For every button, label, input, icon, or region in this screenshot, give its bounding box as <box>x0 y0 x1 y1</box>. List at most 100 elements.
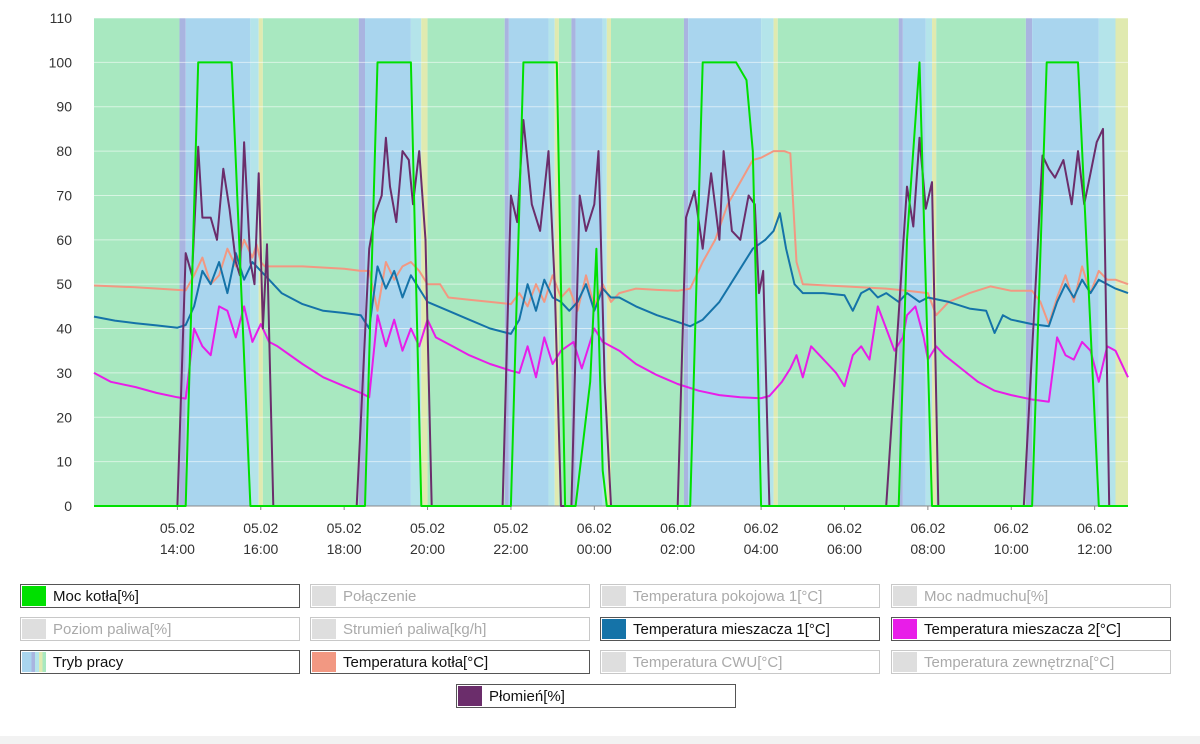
y-tick-label: 40 <box>56 321 72 337</box>
legend-label: Połączenie <box>343 588 417 605</box>
legend-swatch-icon <box>893 652 917 672</box>
legend-item[interactable]: Moc kotła[%] <box>20 584 300 608</box>
mode-band-cyan <box>761 18 774 506</box>
legend-item[interactable]: Tryb pracy <box>20 650 300 674</box>
legend-swatch-icon <box>312 619 336 639</box>
mode-band-yellow <box>554 18 559 506</box>
y-tick-label: 50 <box>56 276 72 292</box>
legend-swatch-icon <box>22 619 46 639</box>
mode-band-cyan <box>602 18 607 506</box>
legend-label: Temperatura zewnętrzna[°C] <box>924 654 1115 671</box>
x-tick-time: 02:00 <box>660 541 695 557</box>
legend-label: Temperatura kotła[°C] <box>343 654 489 671</box>
y-tick-label: 20 <box>56 409 72 425</box>
x-tick-date: 06.02 <box>577 520 612 536</box>
x-tick-time: 08:00 <box>910 541 945 557</box>
x-tick-date: 05.02 <box>160 520 195 536</box>
mode-band-green <box>262 18 359 506</box>
legend-label: Tryb pracy <box>53 654 124 671</box>
legend-swatch-icon <box>22 586 46 606</box>
x-tick-date: 05.02 <box>410 520 445 536</box>
x-tick-time: 00:00 <box>577 541 612 557</box>
legend-label: Temperatura mieszacza 2[°C] <box>924 621 1121 638</box>
x-tick-date: 06.02 <box>910 520 945 536</box>
x-tick-time: 16:00 <box>243 541 278 557</box>
mode-band-purple <box>683 18 689 506</box>
mode-band-green <box>611 18 684 506</box>
y-tick-label: 60 <box>56 232 72 248</box>
legend-swatch-icon <box>893 586 917 606</box>
mode-band-purple <box>1025 18 1033 506</box>
legend-label: Temperatura CWU[°C] <box>633 654 783 671</box>
chart-area: 0 10 20 30 40 50 60 70 80 90 100 110 05.02 14:00 05.02… <box>49 10 1129 557</box>
mode-band-blue <box>688 18 762 506</box>
mode-band-green <box>777 18 899 506</box>
legend-swatch-icon <box>602 652 626 672</box>
legend-label: Poziom paliwa[%] <box>53 621 172 638</box>
y-tick-label: 0 <box>64 498 72 514</box>
y-tick-label: 70 <box>56 187 72 203</box>
legend-label: Temperatura mieszacza 1[°C] <box>633 621 830 638</box>
legend-item[interactable]: Temperatura mieszacza 1[°C] <box>600 617 880 641</box>
legend-label: Temperatura pokojowa 1[°C] <box>633 588 823 605</box>
legend-item[interactable]: Temperatura mieszacza 2[°C] <box>891 617 1171 641</box>
legend-swatch-icon <box>22 652 46 672</box>
y-tick-label: 100 <box>49 54 73 70</box>
mode-band-purple <box>571 18 576 506</box>
mode-band-purple <box>504 18 509 506</box>
legend-label: Strumień paliwa[kg/h] <box>343 621 487 638</box>
mode-band-blue <box>575 18 603 506</box>
legend-swatch-icon <box>312 652 336 672</box>
mode-band-cyan <box>548 18 555 506</box>
series-line <box>94 119 1111 507</box>
x-tick-time: 06:00 <box>827 541 862 557</box>
legend-item[interactable]: Temperatura kotła[°C] <box>310 650 590 674</box>
mode-band-yellow <box>421 18 428 506</box>
x-tick-time: 12:00 <box>1077 541 1112 557</box>
mode-band-yellow <box>773 18 778 506</box>
legend-swatch-icon <box>458 686 482 706</box>
y-tick-label: 10 <box>56 454 72 470</box>
mode-bands <box>94 18 1128 506</box>
mode-band-purple <box>179 18 186 506</box>
x-tick-time: 14:00 <box>160 541 195 557</box>
mode-band-blue <box>508 18 549 506</box>
legend-item[interactable]: Połączenie <box>310 584 590 608</box>
mode-band-purple <box>898 18 903 506</box>
legend-swatch-icon <box>602 586 626 606</box>
chart-legend: Moc kotła[%] Połączenie Temperatura pokojo… <box>0 580 1200 720</box>
legend-label: Płomień[%] <box>489 688 565 705</box>
mode-band-purple <box>358 18 366 506</box>
legend-label: Moc nadmuchu[%] <box>924 588 1049 605</box>
y-tick-label: 80 <box>56 143 72 159</box>
x-tick-date: 06.02 <box>994 520 1029 536</box>
legend-item[interactable]: Moc nadmuchu[%] <box>891 584 1171 608</box>
legend-item[interactable]: Temperatura pokojowa 1[°C] <box>600 584 880 608</box>
x-tick-time: 10:00 <box>994 541 1029 557</box>
x-tick-date: 05.02 <box>327 520 362 536</box>
mode-band-blue <box>1032 18 1099 506</box>
x-tick-date: 06.02 <box>660 520 695 536</box>
legend-label: Moc kotła[%] <box>53 588 139 605</box>
legend-swatch-icon <box>602 619 626 639</box>
series-line <box>93 305 1129 403</box>
x-tick-time: 20:00 <box>410 541 445 557</box>
x-tick-date: 06.02 <box>1077 520 1112 536</box>
x-tick-date: 06.02 <box>744 520 779 536</box>
mode-band-yellow <box>606 18 611 506</box>
legend-item[interactable]: Temperatura zewnętrzna[°C] <box>891 650 1171 674</box>
x-tick-time: 04:00 <box>744 541 779 557</box>
legend-swatch-icon <box>312 586 336 606</box>
mode-band-yellow <box>1115 18 1128 506</box>
legend-item[interactable]: Płomień[%] <box>456 684 736 708</box>
x-tick-date: 06.02 <box>827 520 862 536</box>
mode-band-green <box>94 18 180 506</box>
mode-band-green <box>936 18 1026 506</box>
legend-item[interactable]: Poziom paliwa[%] <box>20 617 300 641</box>
y-tick-label: 110 <box>50 10 73 26</box>
x-tick-time: 22:00 <box>493 541 528 557</box>
footer-bar <box>0 736 1200 744</box>
series-line <box>94 61 1128 507</box>
legend-item[interactable]: Strumień paliwa[kg/h] <box>310 617 590 641</box>
legend-item[interactable]: Temperatura CWU[°C] <box>600 650 880 674</box>
